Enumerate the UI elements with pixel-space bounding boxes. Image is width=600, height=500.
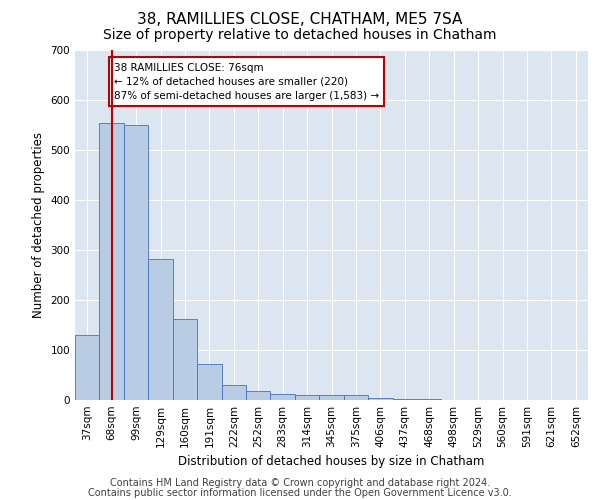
X-axis label: Distribution of detached houses by size in Chatham: Distribution of detached houses by size … bbox=[178, 456, 485, 468]
Bar bbox=[344, 395, 368, 400]
Bar bbox=[368, 398, 392, 400]
Bar bbox=[197, 364, 221, 400]
Bar bbox=[75, 335, 100, 400]
Text: Contains HM Land Registry data © Crown copyright and database right 2024.: Contains HM Land Registry data © Crown c… bbox=[110, 478, 490, 488]
Bar bbox=[173, 318, 197, 400]
Text: 38 RAMILLIES CLOSE: 76sqm
← 12% of detached houses are smaller (220)
87% of semi: 38 RAMILLIES CLOSE: 76sqm ← 12% of detac… bbox=[114, 62, 379, 100]
Bar bbox=[392, 398, 417, 400]
Bar bbox=[319, 394, 344, 400]
Bar bbox=[124, 125, 148, 400]
Text: 38, RAMILLIES CLOSE, CHATHAM, ME5 7SA: 38, RAMILLIES CLOSE, CHATHAM, ME5 7SA bbox=[137, 12, 463, 28]
Bar bbox=[221, 385, 246, 400]
Bar bbox=[271, 394, 295, 400]
Bar bbox=[295, 395, 319, 400]
Bar bbox=[246, 391, 271, 400]
Bar bbox=[100, 122, 124, 400]
Bar bbox=[148, 258, 173, 400]
Text: Contains public sector information licensed under the Open Government Licence v3: Contains public sector information licen… bbox=[88, 488, 512, 498]
Y-axis label: Number of detached properties: Number of detached properties bbox=[32, 132, 45, 318]
Text: Size of property relative to detached houses in Chatham: Size of property relative to detached ho… bbox=[103, 28, 497, 42]
Bar bbox=[417, 399, 442, 400]
